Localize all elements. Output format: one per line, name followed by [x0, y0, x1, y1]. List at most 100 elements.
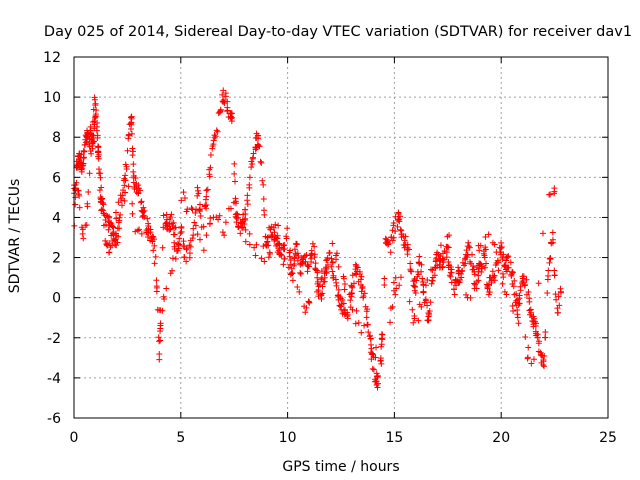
- data-point: [90, 106, 97, 113]
- data-point: [267, 226, 274, 233]
- data-point: [326, 249, 333, 256]
- data-point: [72, 194, 79, 201]
- data-point: [157, 325, 164, 332]
- data-point: [151, 242, 158, 249]
- data-point: [138, 230, 145, 237]
- data-point: [117, 211, 124, 218]
- data-point: [232, 213, 239, 220]
- data-point: [136, 226, 143, 233]
- data-point: [109, 230, 116, 237]
- data-point: [467, 294, 474, 301]
- data-point: [329, 268, 336, 275]
- data-point: [270, 224, 277, 231]
- data-point: [514, 314, 521, 321]
- data-point: [130, 168, 137, 175]
- data-point: [314, 288, 321, 295]
- data-point: [551, 190, 558, 197]
- data-point: [350, 280, 357, 287]
- data-point: [419, 275, 426, 282]
- data-point: [203, 187, 210, 194]
- data-point: [373, 344, 380, 351]
- data-point: [156, 350, 163, 357]
- data-point: [114, 239, 121, 246]
- data-point: [272, 235, 279, 242]
- data-point: [451, 291, 458, 298]
- data-point: [196, 206, 203, 213]
- data-point: [309, 240, 316, 247]
- data-point: [323, 257, 330, 264]
- data-point: [160, 212, 167, 219]
- data-point: [264, 238, 271, 245]
- data-point: [318, 275, 325, 282]
- data-point: [546, 191, 553, 198]
- data-point: [511, 277, 518, 284]
- data-point: [455, 264, 462, 271]
- data-point: [341, 280, 348, 287]
- data-point: [532, 320, 539, 327]
- data-point: [206, 221, 213, 228]
- data-point: [194, 231, 201, 238]
- data-point: [311, 243, 318, 250]
- data-point: [526, 295, 533, 302]
- data-point: [271, 229, 278, 236]
- data-point: [183, 258, 190, 265]
- data-point: [344, 311, 351, 318]
- data-point: [172, 255, 179, 262]
- data-point: [188, 205, 195, 212]
- data-point: [135, 182, 142, 189]
- data-point: [91, 96, 98, 103]
- data-point: [140, 204, 147, 211]
- data-point: [443, 249, 450, 256]
- data-point: [275, 222, 282, 229]
- data-point: [152, 253, 159, 260]
- data-point: [186, 242, 193, 249]
- data-point: [181, 254, 188, 261]
- data-point: [94, 119, 101, 126]
- data-point: [215, 216, 222, 223]
- data-point: [184, 206, 191, 213]
- data-point: [108, 221, 115, 228]
- data-point: [287, 257, 294, 264]
- data-point: [411, 287, 418, 294]
- x-tick-label: 15: [385, 430, 403, 446]
- data-point: [360, 294, 367, 301]
- data-point: [470, 266, 477, 273]
- data-point: [424, 302, 431, 309]
- data-point: [242, 238, 249, 245]
- data-point: [409, 306, 416, 313]
- data-point: [318, 268, 325, 275]
- data-point: [477, 242, 484, 249]
- data-point: [393, 285, 400, 292]
- data-point: [437, 253, 444, 260]
- data-point: [113, 215, 120, 222]
- data-point: [418, 303, 425, 310]
- data-point: [541, 353, 548, 360]
- x-tick-label: 20: [492, 430, 510, 446]
- data-point: [178, 197, 185, 204]
- data-point: [381, 275, 388, 282]
- data-point: [328, 263, 335, 270]
- data-point: [105, 249, 112, 256]
- data-point: [482, 233, 489, 240]
- data-point: [258, 159, 265, 166]
- data-point: [377, 358, 384, 365]
- data-point: [404, 251, 411, 258]
- data-point: [265, 242, 272, 249]
- data-point: [200, 247, 207, 254]
- data-point: [314, 280, 321, 287]
- data-point: [448, 266, 455, 273]
- data-point: [374, 373, 381, 380]
- data-point: [302, 309, 309, 316]
- tick-marks: [73, 56, 609, 419]
- data-point: [181, 195, 188, 202]
- data-point: [288, 265, 295, 272]
- data-point: [281, 255, 288, 262]
- data-point: [478, 263, 485, 270]
- data-point: [273, 242, 280, 249]
- data-point: [347, 297, 354, 304]
- data-point: [85, 189, 92, 196]
- data-point: [250, 150, 257, 157]
- data-point: [255, 132, 262, 139]
- data-point: [367, 335, 374, 342]
- data-point: [499, 280, 506, 287]
